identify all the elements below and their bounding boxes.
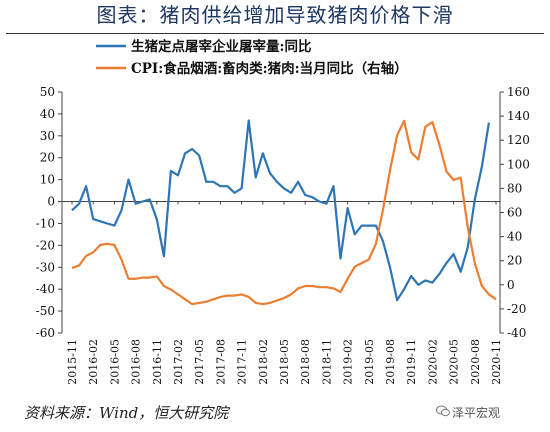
x-tick-label: 2018-05	[278, 339, 291, 385]
x-tick-label: 2019-11	[405, 339, 418, 385]
y-left-tick-label: 30	[40, 129, 55, 143]
y-left-tick-label: -10	[36, 216, 55, 230]
x-tick-label: 2019-05	[363, 339, 376, 385]
source-note: 资料来源：Wind，恒大研究院	[24, 404, 229, 422]
x-tick-label: 2017-02	[172, 339, 185, 385]
y-right-tick-label: 40	[507, 230, 522, 244]
y-left-tick-label: 0	[47, 195, 55, 209]
x-tick-label: 2020-11	[490, 339, 503, 385]
y-right-tick-label: 120	[507, 133, 530, 147]
y-right-tick-label: -20	[507, 302, 526, 316]
x-tick-label: 2018-02	[257, 339, 270, 385]
y-right-tick-label: 20	[507, 254, 522, 268]
y-left-tick-label: -50	[36, 304, 55, 318]
x-tick-label: 2019-08	[384, 339, 397, 385]
x-tick-label: 2020-02	[426, 339, 439, 385]
y-left-tick-label: -20	[36, 238, 55, 252]
series-line-slaughter	[71, 119, 490, 302]
x-tick-label: 2015-11	[66, 339, 79, 385]
y-left-tick-label: -60	[36, 326, 55, 340]
y-right-tick-label: 160	[507, 85, 530, 99]
x-tick-label: 2016-11	[151, 339, 164, 385]
x-tick-label: 2020-08	[469, 339, 482, 385]
chart-title: 图表：猪肉供给增加导致猪肉价格下滑	[96, 3, 454, 27]
legend-label: 生猪定点屠宰企业屠宰量:同比	[131, 38, 311, 55]
x-tick-label: 2016-08	[130, 339, 143, 385]
x-tick-label: 2019-02	[342, 339, 355, 385]
x-tick-label: 2016-05	[108, 339, 121, 385]
y-right-tick-label: 60	[507, 206, 522, 220]
y-right-tick-label: -40	[507, 326, 526, 340]
x-tick-label: 2018-08	[299, 339, 312, 385]
y-left-tick-label: -30	[36, 260, 55, 274]
y-right-tick-label: 100	[507, 157, 530, 171]
y-right-tick-label: 0	[507, 278, 515, 292]
y-right-tick-label: 80	[507, 181, 522, 195]
y-left-tick-label: -40	[36, 282, 55, 296]
watermark: 泽平宏观	[452, 406, 501, 420]
legend-label: CPI:食品烟酒:畜肉类:猪肉:当月同比（右轴）	[131, 60, 408, 77]
x-tick-label: 2017-05	[193, 339, 206, 385]
wechat-icon	[436, 405, 450, 417]
y-left-tick-label: 10	[40, 173, 55, 187]
y-left-tick-label: 20	[40, 151, 55, 165]
series-line-cpi	[71, 119, 497, 306]
x-tick-label: 2020-05	[448, 339, 461, 385]
y-left-tick-label: 40	[40, 107, 55, 121]
y-right-tick-label: 140	[507, 109, 530, 123]
x-tick-label: 2017-11	[236, 339, 249, 385]
y-left-tick-label: 50	[40, 85, 55, 99]
x-tick-label: 2016-02	[87, 339, 100, 385]
x-tick-label: 2017-08	[214, 339, 227, 385]
x-tick-label: 2018-11	[320, 339, 333, 385]
title-divider	[6, 33, 544, 34]
